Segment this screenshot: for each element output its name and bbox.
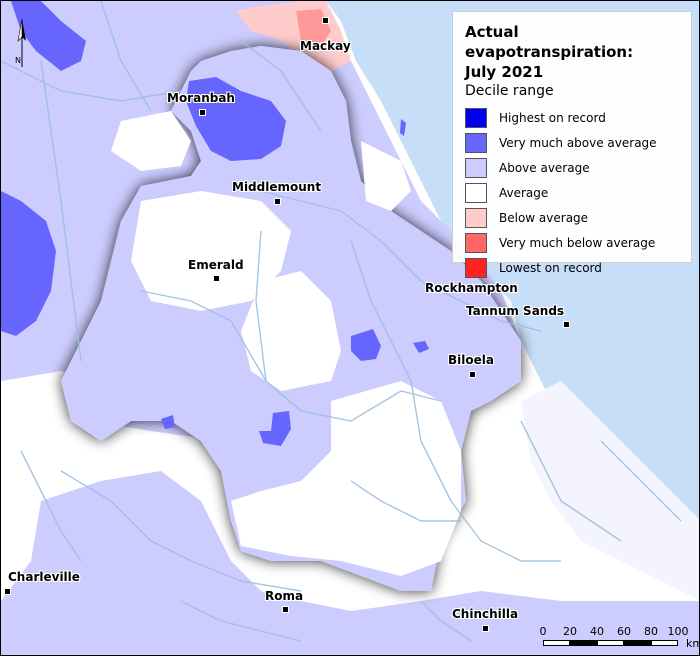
- town-charleville: Charleville: [8, 570, 80, 584]
- town-dot-roma: [282, 606, 289, 613]
- town-roma: Roma: [265, 589, 304, 603]
- legend-label: Above average: [499, 160, 590, 175]
- legend-label: Average: [499, 185, 549, 200]
- patch-moranbah: [186, 77, 286, 161]
- scale-segment: [624, 640, 651, 646]
- north-label: N: [15, 56, 21, 65]
- legend-item: Lowest on record: [465, 255, 679, 280]
- legend-item: Average: [465, 180, 679, 205]
- north-arrow: N: [7, 18, 37, 69]
- legend-item: Above average: [465, 155, 679, 180]
- legend-swatch: [465, 107, 487, 128]
- scale-tick: 80: [644, 625, 658, 638]
- region-average-2: [241, 271, 341, 391]
- legend-swatch: [465, 207, 487, 228]
- patch-4: [161, 415, 175, 429]
- east-above-average: [521, 381, 699, 600]
- town-chinchilla: Chinchilla: [452, 607, 519, 621]
- legend-swatch: [465, 157, 487, 178]
- scale-tick: 60: [617, 625, 631, 638]
- town-rockhampton: Rockhampton: [425, 281, 518, 295]
- legend-item: Very much above average: [465, 130, 679, 155]
- scale-tick: 100: [667, 625, 689, 638]
- town-dot-charleville: [4, 588, 11, 595]
- town-dot-moranbah: [199, 109, 206, 116]
- town-mackay: Mackay: [300, 39, 351, 53]
- legend-swatch: [465, 132, 487, 153]
- legend-swatch: [465, 257, 487, 278]
- town-moranbah: Moranbah: [167, 91, 235, 105]
- town-dot-chinchilla: [482, 625, 489, 632]
- town-emerald: Emerald: [188, 258, 244, 272]
- scale-segment: [651, 640, 678, 646]
- legend-label: Very much above average: [499, 135, 657, 150]
- scale-bar: 0 20 40 60 80 100 km: [538, 625, 700, 655]
- region-average-4: [111, 111, 191, 171]
- legend-swatch: [465, 182, 487, 203]
- town-dot-tannum-sands: [563, 321, 570, 328]
- town-tannum-sands: Tannum Sands: [466, 304, 565, 318]
- scale-segment: [597, 640, 624, 646]
- scale-tick: 0: [539, 625, 547, 638]
- legend: Actual evapotranspiration: July 2021 Dec…: [452, 11, 692, 278]
- legend-subtitle: Decile range: [465, 83, 554, 99]
- legend-title: Actual evapotranspiration: July 2021: [465, 23, 634, 81]
- patch-5: [400, 119, 406, 136]
- patch-1: [351, 329, 381, 361]
- north-arrow-icon: N: [15, 18, 26, 67]
- patch-northwest: [11, 1, 86, 71]
- legend-item: Very much below average: [465, 230, 679, 255]
- scale-unit: km: [686, 637, 699, 650]
- scale-tick: 20: [563, 625, 577, 638]
- legend-item: Below average: [465, 205, 679, 230]
- legend-label: Below average: [499, 210, 589, 225]
- region-average-3: [231, 381, 461, 576]
- scale-segment: [570, 640, 597, 646]
- legend-item: Highest on record: [465, 105, 679, 130]
- town-middlemount: Middlemount: [232, 180, 322, 194]
- legend-swatch: [465, 232, 487, 253]
- region-average-5: [361, 141, 411, 211]
- south-above-average: [1, 471, 699, 655]
- scale-segment: [543, 640, 570, 646]
- patch-2: [413, 341, 429, 353]
- region-average-1: [131, 191, 291, 311]
- town-dot-emerald: [213, 275, 220, 282]
- legend-label: Lowest on record: [499, 260, 602, 275]
- legend-label: Very much below average: [499, 235, 656, 250]
- town-biloela: Biloela: [448, 353, 494, 367]
- town-dot-biloela: [469, 371, 476, 378]
- patch-west: [1, 191, 56, 336]
- town-dot-middlemount: [274, 198, 281, 205]
- patch-3: [259, 411, 291, 446]
- legend-label: Highest on record: [499, 110, 606, 125]
- rivers: [1, 1, 682, 642]
- scale-tick: 40: [590, 625, 604, 638]
- town-dot-mackay: [322, 17, 329, 24]
